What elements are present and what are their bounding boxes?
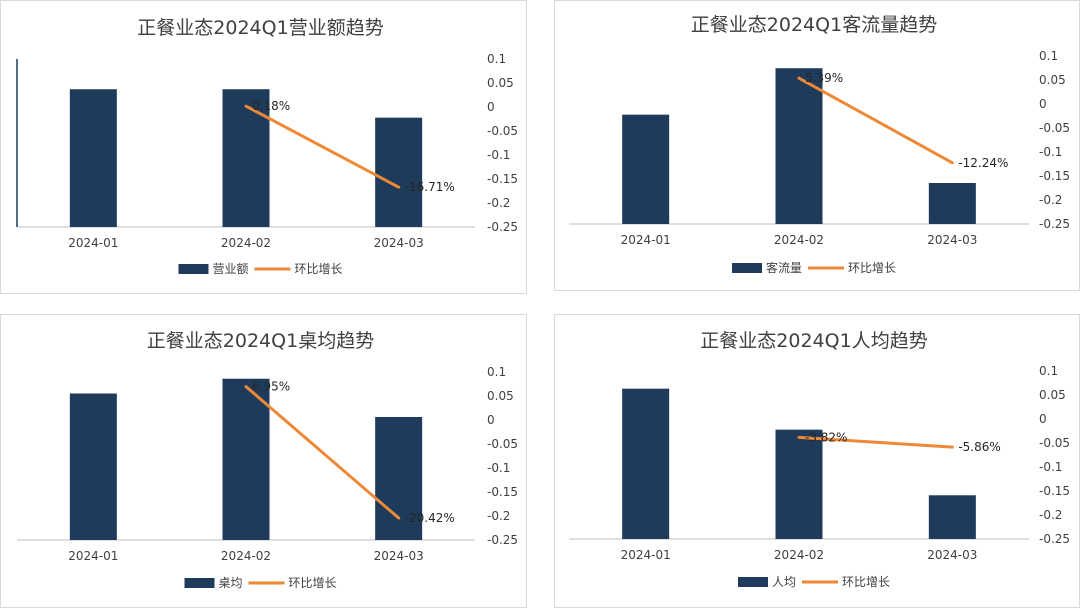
bar [928,183,976,224]
right-axis-tick-label: -0.15 [487,485,518,499]
legend-label-bar: 客流量 [766,260,802,275]
right-axis-tick-label: 0.05 [487,76,514,90]
chart-title: 正餐业态2024Q1人均趋势 [700,330,927,352]
chart-panel-per-table: 正餐业态2024Q1桌均趋势 0.1 0.05 0 -0.05 -0.1 -0.15 -0.2… [0,314,527,608]
bar [622,388,670,539]
legend-label-line: 环比增长 [842,575,890,589]
chart-panel-revenue: 正餐业态2024Q1营业额趋势 0.1 0.05 0 -0.05 -0.1 -0.15 -0.… [0,0,527,294]
right-axis-tick-label: -0.2 [1039,508,1062,522]
right-axis-tick-label: 0.05 [1039,388,1066,402]
right-axis-tick-label: 0.05 [1039,73,1066,87]
category-label: 2024-03 [927,548,977,562]
chart-panel-per-capita: 正餐业态2024Q1人均趋势 0.1 0.05 0 -0.05 -0.1 -0.15 -0.2… [554,314,1080,608]
category-label: 2024-02 [221,549,271,563]
category-label: 2024-01 [68,549,118,563]
right-axis-tick-label: -0.25 [487,533,518,547]
chart-svg: 正餐业态2024Q1客流量趋势 0.1 0.05 0 -0.05 -0.1 -0.15 -0.… [569,14,1070,275]
category-label: 2024-03 [927,233,977,247]
legend-swatch-bar [178,264,209,274]
right-axis-tick-label: -0.1 [1039,460,1062,474]
category-label: 2024-01 [621,548,671,562]
legend-label-bar: 人均 [772,575,796,589]
data-label: -20.42% [405,511,455,525]
right-axis-tick-label: -0.1 [487,148,510,162]
right-axis-tick-label: 0.05 [487,389,514,403]
category-label: 2024-02 [221,236,271,250]
right-axis-tick-label: -0.1 [487,461,510,475]
series-line-growth [797,435,954,449]
legend-label-bar: 营业额 [213,262,249,276]
data-label: -12.24% [958,156,1008,170]
right-axis-tick-label: -0.05 [1039,121,1070,135]
right-axis-tick-label: -0.15 [1039,169,1070,183]
chart-title: 正餐业态2024Q1营业额趋势 [137,17,383,39]
series-line-growth [797,76,954,165]
bar [928,495,976,539]
right-axis-tick-label: -0.2 [1039,193,1062,207]
legend-swatch-bar [738,577,768,587]
right-axis-tick-label: -0.2 [487,509,510,523]
series-line-growth [244,385,401,520]
bar [375,117,423,227]
legend-label-line: 环比增长 [295,262,343,276]
data-label: 5.39% [805,71,843,85]
category-label: 2024-01 [621,233,671,247]
right-axis-tick-label: 0.1 [1039,364,1058,378]
right-axis-tick-label: 0 [1039,97,1047,111]
chart-svg: 正餐业态2024Q1桌均趋势 0.1 0.05 0 -0.05 -0.1 -0.15 -0.2… [17,330,518,590]
right-axis-tick-label: -0.25 [487,220,518,234]
data-label: 0.18% [252,99,290,113]
bar [69,393,117,540]
series-line-growth [244,104,401,189]
right-axis-tick-label: 0.1 [487,365,506,379]
chart-svg: 正餐业态2024Q1营业额趋势 0.1 0.05 0 -0.05 -0.1 -0.15 -0.… [16,17,518,276]
legend-label-line: 环比增长 [848,261,896,275]
bar [69,89,117,228]
right-axis-tick-label: -0.25 [1039,532,1070,546]
bar [775,429,823,539]
category-label: 2024-03 [374,236,424,250]
category-label: 2024-02 [774,548,824,562]
right-axis-tick-label: -0.15 [1039,484,1070,498]
right-axis-tick-label: 0 [1039,412,1047,426]
chart-panel-traffic: 正餐业态2024Q1客流量趋势 0.1 0.05 0 -0.05 -0.1 -0.15 -0.… [554,0,1080,291]
legend-label-bar: 桌均 [219,576,243,590]
bar [222,89,270,228]
bar [622,114,670,224]
chart-svg: 正餐业态2024Q1人均趋势 0.1 0.05 0 -0.05 -0.1 -0.15 -0.2… [569,330,1070,589]
right-axis-tick-label: 0.1 [1039,49,1058,63]
data-label: 6.95% [252,380,290,394]
category-label: 2024-02 [774,233,824,247]
chart-title: 正餐业态2024Q1桌均趋势 [147,330,374,352]
legend-label-line: 环比增长 [289,576,337,590]
data-label: -5.86% [958,440,1000,454]
chart-title: 正餐业态2024Q1客流量趋势 [691,14,937,36]
right-axis-tick-label: 0.1 [487,52,506,66]
category-label: 2024-01 [68,236,118,250]
category-label: 2024-03 [374,549,424,563]
data-label: -16.71% [405,180,455,194]
legend-swatch-bar [732,263,762,273]
right-axis-tick-label: -0.25 [1039,217,1070,231]
right-axis-tick-label: -0.15 [487,172,518,186]
legend-swatch-bar [184,578,215,588]
right-axis-tick-label: -0.2 [487,196,510,210]
right-axis-tick-label: 0 [487,100,495,114]
right-axis-tick-label: -0.05 [487,437,518,451]
right-axis-tick-label: -0.05 [487,124,518,138]
bar [222,378,270,540]
bar [775,68,823,224]
right-axis-tick-label: 0 [487,413,495,427]
right-axis-tick-label: -0.1 [1039,145,1062,159]
right-axis-tick-label: -0.05 [1039,436,1070,450]
data-label: -3.82% [805,430,847,444]
